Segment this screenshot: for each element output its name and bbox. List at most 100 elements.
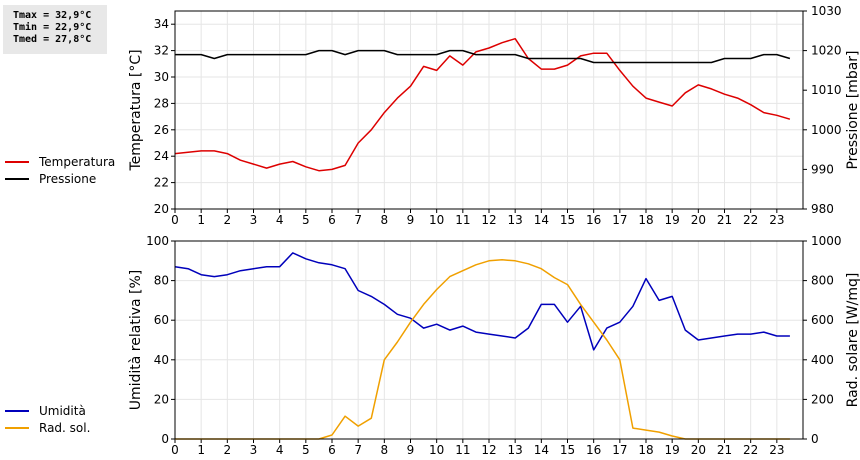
x-tick-label-top: 19 — [665, 213, 680, 227]
y2-tick-label-top: 1030 — [811, 4, 842, 18]
x-tick-label-bottom: 17 — [612, 443, 627, 457]
legend-label-radiation: Rad. sol. — [39, 420, 91, 435]
x-tick-label-top: 8 — [381, 213, 389, 227]
series-line-bottom-1 — [175, 259, 790, 440]
y-tick-label-top: 34 — [154, 17, 169, 31]
legend-swatch-pressure — [5, 177, 29, 180]
x-tick-label-bottom: 20 — [691, 443, 706, 457]
x-tick-label-bottom: 10 — [429, 443, 444, 457]
legend-label-pressure: Pressione — [39, 171, 97, 186]
y-tick-label-top: 26 — [154, 123, 169, 137]
x-tick-label-bottom: 6 — [328, 443, 336, 457]
x-tick-label-bottom: 3 — [250, 443, 258, 457]
x-tick-label-top: 15 — [560, 213, 575, 227]
x-tick-label-top: 14 — [534, 213, 549, 227]
y-axis-label-top: Temperatura [°C] — [128, 49, 144, 171]
x-tick-label-bottom: 21 — [717, 443, 732, 457]
y2-tick-label-top: 1010 — [811, 83, 842, 97]
tmax-label: Tmax = 32,9°C — [13, 10, 92, 21]
legend-item-humidity: Umidità — [5, 402, 90, 419]
plot-frame-top — [174, 10, 804, 210]
x-tick-label-bottom: 0 — [171, 443, 179, 457]
x-tick-label-top: 11 — [455, 213, 470, 227]
y2-tick-label-bottom: 400 — [811, 353, 834, 367]
y-tick-label-bottom: 0 — [161, 432, 169, 446]
series-line-top-0 — [174, 37, 791, 172]
x-tick-label-top: 0 — [171, 213, 179, 227]
y-tick-label-top: 22 — [154, 176, 169, 190]
y-tick-label-bottom: 40 — [154, 353, 169, 367]
x-tick-label-top: 20 — [691, 213, 706, 227]
y2-axis-label-top: Pressione [mbar] — [845, 50, 860, 169]
x-tick-label-bottom: 2 — [224, 443, 232, 457]
y-axis-label-bottom: Umidità relativa [%] — [128, 270, 144, 411]
x-tick-label-bottom: 9 — [407, 443, 415, 457]
x-tick-label-bottom: 4 — [276, 443, 284, 457]
x-tick-label-bottom: 8 — [381, 443, 389, 457]
x-tick-label-bottom: 14 — [534, 443, 549, 457]
y-tick-label-top: 28 — [154, 96, 169, 110]
x-tick-label-bottom: 5 — [302, 443, 310, 457]
x-tick-label-top: 18 — [638, 213, 653, 227]
x-tick-label-top: 4 — [276, 213, 284, 227]
stats-box: Tmax = 32,9°C Tmin = 22,9°C Tmed = 27,8°… — [3, 5, 107, 54]
x-tick-label-top: 17 — [612, 213, 627, 227]
legend-swatch-radiation — [5, 426, 29, 429]
x-tick-label-top: 9 — [407, 213, 415, 227]
legend-bottom: Umidità Rad. sol. — [5, 402, 90, 436]
y2-tick-label-bottom: 800 — [811, 274, 834, 288]
x-tick-label-bottom: 19 — [665, 443, 680, 457]
x-tick-label-top: 23 — [769, 213, 784, 227]
x-tick-label-top: 12 — [481, 213, 496, 227]
x-tick-label-top: 2 — [224, 213, 232, 227]
x-tick-label-top: 7 — [354, 213, 362, 227]
y-tick-label-bottom: 100 — [146, 234, 169, 248]
y-tick-label-top: 32 — [154, 44, 169, 58]
x-tick-label-top: 3 — [250, 213, 258, 227]
x-tick-label-top: 1 — [197, 213, 205, 227]
y-tick-label-top: 30 — [154, 70, 169, 84]
x-tick-label-bottom: 11 — [455, 443, 470, 457]
y2-tick-label-top: 1000 — [811, 123, 842, 137]
x-tick-label-top: 16 — [586, 213, 601, 227]
y2-axis-label-bottom: Rad. solare [W/mq] — [845, 273, 860, 408]
x-tick-label-bottom: 7 — [354, 443, 362, 457]
y-tick-label-bottom: 20 — [154, 392, 169, 406]
legend-top: Temperatura Pressione — [5, 153, 115, 187]
y-tick-label-top: 20 — [154, 202, 169, 216]
legend-item-radiation: Rad. sol. — [5, 419, 90, 436]
y2-tick-label-top: 1020 — [811, 44, 842, 58]
x-tick-label-bottom: 18 — [638, 443, 653, 457]
y2-tick-label-bottom: 600 — [811, 313, 834, 327]
y2-tick-label-bottom: 0 — [811, 432, 819, 446]
y2-tick-label-bottom: 200 — [811, 392, 834, 406]
plot-frame-bottom — [174, 240, 804, 440]
tmin-label: Tmin = 22,9°C — [13, 22, 92, 33]
x-tick-label-bottom: 15 — [560, 443, 575, 457]
x-tick-label-top: 22 — [743, 213, 758, 227]
y2-tick-label-top: 990 — [811, 162, 834, 176]
x-tick-label-top: 5 — [302, 213, 310, 227]
legend-item-pressure: Pressione — [5, 170, 115, 187]
legend-item-temperature: Temperatura — [5, 153, 115, 170]
legend-swatch-humidity — [5, 409, 29, 412]
x-tick-label-top: 10 — [429, 213, 444, 227]
series-line-top-1 — [175, 49, 791, 64]
y-tick-label-bottom: 80 — [154, 274, 169, 288]
legend-label-temperature: Temperatura — [39, 154, 116, 169]
x-tick-label-top: 6 — [328, 213, 336, 227]
x-tick-label-bottom: 12 — [481, 443, 496, 457]
y2-tick-label-top: 980 — [811, 202, 834, 216]
x-tick-label-bottom: 16 — [586, 443, 601, 457]
x-tick-label-top: 13 — [508, 213, 523, 227]
x-tick-label-bottom: 23 — [769, 443, 784, 457]
legend-label-humidity: Umidità — [39, 403, 86, 418]
x-tick-label-bottom: 1 — [197, 443, 205, 457]
tmed-label: Tmed = 27,8°C — [13, 34, 92, 45]
y2-tick-label-bottom: 1000 — [811, 234, 842, 248]
x-tick-label-top: 21 — [717, 213, 732, 227]
x-tick-label-bottom: 13 — [508, 443, 523, 457]
y-tick-label-bottom: 60 — [154, 313, 169, 327]
series-line-bottom-0 — [174, 252, 790, 351]
